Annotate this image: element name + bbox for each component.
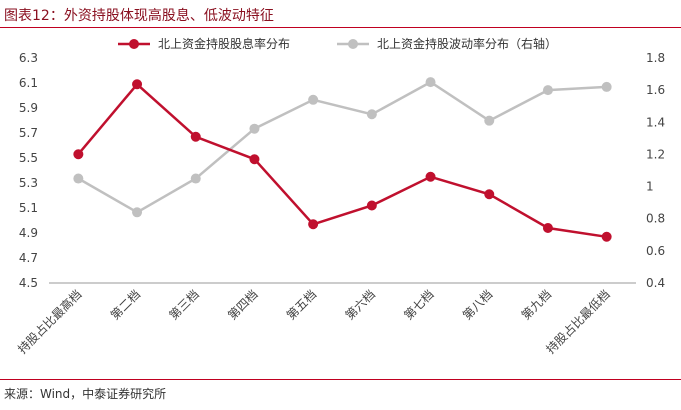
chart-axes: 4.5 4.7 4.9 5.1 5.3 5.5 5.7 5.9 6.1 6.3 0.4 0.6 0.8 1… <box>14 51 665 357</box>
y-left-tick-label: 6.1 <box>19 76 38 90</box>
chart-series <box>73 77 612 242</box>
legend-label: 北上资金持股股息率分布 <box>158 36 290 51</box>
data-point <box>73 173 84 184</box>
y-left-tick-label: 5.7 <box>19 126 38 140</box>
data-point <box>425 171 436 182</box>
y-right-tick-label: 0.8 <box>646 212 665 226</box>
x-tick-label: 第八档 <box>460 287 495 322</box>
data-point <box>542 223 553 233</box>
data-point <box>132 79 143 90</box>
y-left-tick-label: 5.5 <box>19 151 38 165</box>
x-tick-label: 第三档 <box>167 287 202 322</box>
x-tick-label: 第七档 <box>401 287 436 322</box>
y-left-tick-label: 4.7 <box>19 251 38 265</box>
x-tick-label: 第二档 <box>108 287 143 322</box>
data-point <box>366 200 377 211</box>
series-line <box>77 80 607 214</box>
y-right-tick-label: 1.2 <box>646 147 665 161</box>
data-point <box>366 109 377 120</box>
chart-legend: 北上资金持股股息率分布 北上资金持股波动率分布（右轴） <box>118 36 557 51</box>
data-point <box>425 77 436 88</box>
data-point <box>308 94 319 105</box>
y-left-tick-label: 5.1 <box>19 201 38 215</box>
data-point <box>249 154 260 165</box>
x-tick-label: 持股占比最高档 <box>14 287 84 357</box>
y-left-tick-label: 5.3 <box>19 176 38 190</box>
y-right-tick-label: 1.6 <box>646 83 665 97</box>
legend-swatch-marker <box>129 39 139 49</box>
y-right-tick-label: 0.6 <box>646 244 665 258</box>
y-left-tick-label: 5.9 <box>19 101 38 115</box>
legend-swatch-marker <box>348 39 358 49</box>
y-right-tick-label: 1.4 <box>646 115 665 129</box>
y-right-tick-label: 0.4 <box>646 276 665 290</box>
footer-divider <box>0 379 681 380</box>
data-point <box>190 131 201 142</box>
y-left-tick-label: 4.5 <box>19 276 38 290</box>
data-point <box>484 115 495 126</box>
x-tick-label: 第六档 <box>343 287 378 322</box>
y-right-tick-label: 1.8 <box>646 51 665 65</box>
data-point <box>132 207 143 218</box>
data-point <box>308 219 319 230</box>
data-point <box>601 231 612 242</box>
data-point <box>249 123 260 134</box>
x-tick-label: 第四档 <box>225 287 260 322</box>
chart-title: 图表12：外资持股体现高股息、低波动特征 <box>4 8 274 24</box>
source-note: 来源：Wind，中泰证券研究所 <box>4 387 167 401</box>
data-point <box>601 81 612 92</box>
title-divider <box>0 27 681 28</box>
data-point <box>542 85 553 96</box>
y-right-tick-label: 1 <box>646 180 654 194</box>
y-left-tick-label: 6.3 <box>19 51 38 65</box>
data-point <box>190 173 201 184</box>
series-line <box>77 82 607 239</box>
y-left-tick-label: 4.9 <box>19 226 38 240</box>
legend-label: 北上资金持股波动率分布（右轴） <box>377 36 557 51</box>
x-tick-label: 第五档 <box>284 287 319 322</box>
data-point <box>484 189 495 200</box>
data-point <box>73 149 84 160</box>
x-tick-label: 第九档 <box>519 287 554 322</box>
